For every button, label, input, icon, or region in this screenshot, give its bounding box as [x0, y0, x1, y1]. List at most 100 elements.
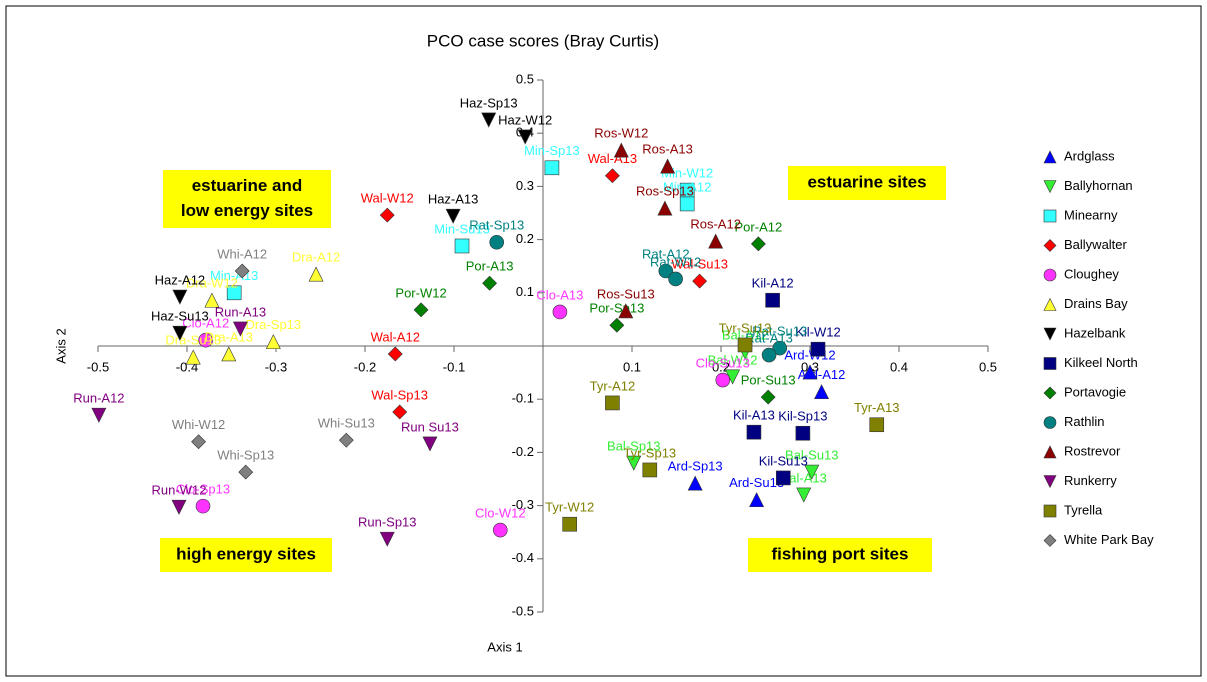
legend-label: Tyrella	[1064, 502, 1103, 517]
point-label: Haz-Sp13	[460, 95, 518, 110]
point	[692, 273, 708, 289]
point	[172, 325, 188, 341]
point-label: Bal-Su13	[785, 448, 838, 463]
point-label: Run-A13	[215, 304, 266, 319]
point-label: Wal-Sp13	[371, 387, 428, 402]
point	[749, 492, 765, 508]
point	[517, 129, 533, 145]
annotation-box	[788, 166, 946, 200]
point	[765, 292, 780, 308]
point	[226, 285, 242, 301]
point	[618, 303, 634, 319]
point	[185, 349, 201, 365]
point-label: Run-Sp13	[358, 515, 417, 530]
point	[198, 332, 213, 348]
point-label: Rat-Su13	[752, 324, 807, 339]
point	[750, 236, 766, 252]
point	[687, 475, 703, 491]
point-label: Dra-A12	[292, 250, 340, 265]
annotation-line: low energy sites	[181, 201, 313, 220]
point-label: Run-W12	[152, 483, 207, 498]
y-tick-label: -0.5	[512, 603, 534, 618]
point-label: Min-W12	[661, 166, 713, 181]
legend-marker	[1043, 386, 1057, 400]
point-label: Rat-Sp13	[469, 218, 524, 233]
y-tick-label: -0.1	[512, 391, 534, 406]
point	[492, 522, 508, 538]
legend-label: Hazelbank	[1064, 325, 1126, 340]
point	[760, 389, 776, 405]
point-label: Run-A12	[73, 391, 124, 406]
point-label: Tyr-Sp13	[623, 445, 676, 460]
point	[562, 516, 578, 532]
point-label: Min-Su13	[434, 221, 490, 236]
point	[660, 158, 676, 174]
legend-label: Runkerry	[1064, 473, 1117, 488]
point-label: Run Su13	[401, 419, 459, 434]
point	[795, 425, 811, 441]
point-label: Clo-Sp13	[176, 482, 230, 497]
point-label: Por-A12	[735, 219, 783, 234]
legend-marker	[1043, 416, 1057, 429]
point	[642, 462, 658, 478]
legend-marker	[1043, 297, 1057, 311]
x-tick-label: -0.5	[87, 359, 109, 374]
annotation-box	[160, 538, 332, 572]
point	[657, 200, 673, 216]
legend-label: Cloughey	[1064, 266, 1119, 281]
point-label: Min-Sp13	[524, 143, 580, 158]
point-label: Ros-Sp13	[636, 184, 694, 199]
point	[338, 432, 354, 448]
point-label: Haz-A13	[428, 192, 479, 207]
point	[626, 455, 642, 471]
point-label: Whi-W12	[172, 417, 225, 432]
point	[265, 334, 281, 350]
y-tick-label: -0.3	[512, 497, 534, 512]
point	[91, 407, 107, 423]
point-label: Haz-Su13	[151, 309, 209, 324]
point-label: Haz-W12	[498, 112, 552, 127]
annotation: high energy sites	[176, 544, 316, 563]
point-label: Bal-A12	[722, 327, 768, 342]
point-label: Rat-A12	[642, 246, 690, 261]
y-tick-label: -0.2	[512, 444, 534, 459]
point	[810, 341, 826, 357]
annotation: estuarine and low energy sites	[181, 176, 313, 220]
legend-marker	[1043, 180, 1057, 194]
point-label: Bal-A13	[781, 470, 827, 485]
point	[668, 271, 683, 287]
point-label: Whi-Su13	[318, 416, 375, 431]
point	[413, 302, 429, 318]
point	[204, 292, 220, 308]
point-label: Ros-W12	[594, 126, 648, 141]
point	[221, 346, 237, 362]
legend-label: Minearny	[1064, 207, 1118, 222]
point-label: Ros-Su13	[597, 286, 655, 301]
point-label: Kil-Sp13	[778, 409, 827, 424]
point	[234, 263, 250, 279]
point	[772, 340, 788, 356]
legend-label: Portavogie	[1064, 384, 1126, 399]
point	[737, 337, 753, 353]
x-tick-label: -0.2	[354, 359, 376, 374]
point	[761, 347, 777, 363]
point	[613, 142, 629, 158]
point-label: Dra-Su13	[165, 333, 221, 348]
point	[814, 384, 830, 400]
x-tick-label: -0.1	[443, 359, 465, 374]
point	[605, 395, 620, 411]
point-label: Clo-A12	[182, 316, 229, 331]
point-label: Ard-W12	[784, 348, 835, 363]
point-label: Tyr-A12	[590, 378, 636, 393]
legend-marker	[1043, 209, 1057, 223]
point-label: Kil-Su13	[759, 453, 808, 468]
point	[604, 168, 620, 184]
annotation: fishing port sites	[772, 544, 909, 563]
point-label: Ros-A13	[642, 142, 693, 157]
point	[379, 207, 395, 223]
point	[191, 434, 206, 450]
point	[552, 304, 568, 320]
point-label: Clo-W12	[475, 506, 526, 521]
x-tick-label: 0.2	[712, 359, 730, 374]
legend-marker	[1043, 475, 1057, 489]
